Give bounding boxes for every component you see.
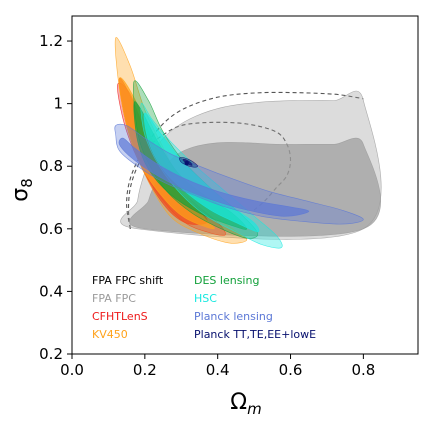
plot-frame [71, 15, 419, 355]
y-tick-label: 0.2 [39, 345, 63, 363]
x-axis-label-subscript: m [247, 400, 262, 418]
y-axis-label-main: σ [8, 188, 33, 202]
best-fit-layer [184, 160, 189, 166]
y-axis-label: σ8 [8, 178, 36, 202]
x-tick-label: 0.4 [206, 361, 230, 379]
x-tick-label: 0.2 [133, 361, 157, 379]
y-tick-label: 1.2 [39, 32, 63, 50]
legend-entry: Planck lensing [194, 310, 273, 323]
legend-entry: KV450 [92, 328, 128, 341]
contour-fpa-fpc-shift-outer [126, 91, 364, 229]
legend-entry: DES lensing [194, 274, 259, 287]
x-tick-label: 0.0 [60, 361, 84, 379]
y-tick-label: 0.6 [39, 220, 63, 238]
y-axis-ticks: 0.2 0.4 0.6 0.8 1 1.2 [39, 32, 72, 363]
axes-frame [71, 15, 419, 355]
legend: FPA FPC shift FPA FPC CFHTLenS KV450 DES len… [92, 274, 316, 341]
x-axis-label-main: Ω [230, 390, 247, 415]
series-fpa-fpc-shift [126, 91, 364, 229]
contour-fpa-fpc-shift-inner [127, 121, 292, 229]
contour-layer [114, 37, 382, 249]
y-axis-label-subscript: 8 [18, 178, 36, 188]
x-axis-label: Ωm [230, 390, 261, 418]
y-tick-label: 0.4 [39, 282, 63, 300]
y-tick-label: 1 [53, 95, 63, 113]
contour-planck-lensing-inner [118, 137, 310, 217]
legend-entry: HSC [194, 292, 217, 305]
legend-entry: FPA FPC [92, 292, 136, 305]
x-tick-label: 0.6 [279, 361, 303, 379]
series-planck-lensing [114, 123, 364, 225]
x-tick-label: 0.8 [351, 361, 375, 379]
best-fit-point [184, 160, 189, 166]
legend-entry: CFHTLenS [92, 310, 148, 323]
legend-entry: FPA FPC shift [92, 274, 164, 287]
y-tick-label: 0.8 [39, 157, 63, 175]
x-axis-ticks: 0.0 0.2 0.4 0.6 0.8 [60, 354, 375, 379]
legend-entry: Planck TT,TE,EE+lowE [194, 328, 316, 341]
